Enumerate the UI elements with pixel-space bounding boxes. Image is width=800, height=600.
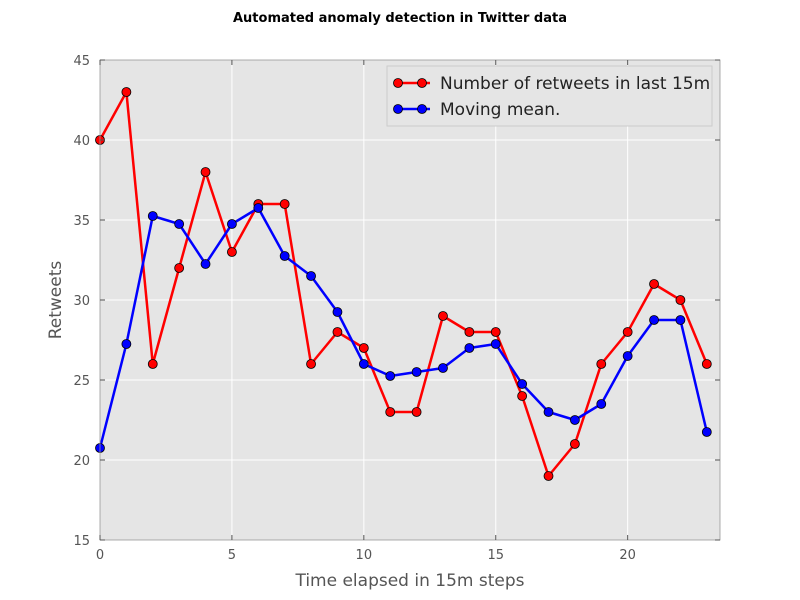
series-layer	[95, 87, 712, 481]
data-point-moving-mean	[332, 307, 343, 317]
y-tick-label: 15	[73, 534, 90, 549]
data-point-moving-mean	[596, 399, 607, 409]
x-tick-label: 0	[96, 548, 104, 563]
y-tick-label: 35	[73, 214, 90, 229]
data-point-retweets	[358, 343, 369, 353]
data-point-retweets	[517, 391, 528, 401]
data-point-moving-mean	[649, 315, 659, 325]
legend-box	[386, 65, 713, 127]
data-point-retweets	[490, 327, 501, 337]
data-point-moving-mean	[438, 363, 448, 373]
data-point-moving-mean	[358, 359, 369, 369]
data-point-retweets	[147, 359, 158, 369]
data-point-moving-mean	[385, 371, 396, 381]
data-point-moving-mean	[174, 219, 185, 229]
data-point-moving-mean	[675, 315, 686, 325]
legend: Number of retweets in last 15m Moving me…	[386, 65, 713, 127]
data-point-moving-mean	[253, 203, 264, 213]
data-point-moving-mean	[147, 211, 158, 221]
data-point-retweets	[174, 263, 185, 273]
y-tick-label: 40	[73, 134, 90, 149]
data-point-retweets	[227, 247, 237, 257]
data-point-retweets	[569, 439, 580, 449]
x-tick-label: 15	[487, 548, 504, 563]
data-point-moving-mean	[622, 351, 633, 361]
plot-area	[95, 59, 721, 541]
x-axis-title: Time elapsed in 15m steps	[294, 571, 524, 591]
y-tick-label: 30	[73, 294, 90, 309]
legend-marker-moving-mean	[393, 104, 403, 114]
data-point-moving-mean	[543, 407, 554, 417]
data-point-moving-mean	[701, 427, 712, 437]
x-tick-label: 10	[356, 548, 373, 563]
data-point-retweets	[279, 199, 290, 209]
legend-marker-retweets	[393, 78, 403, 88]
series-line-moving-mean	[98, 206, 709, 449]
data-point-retweets	[675, 295, 686, 305]
data-point-moving-mean	[490, 339, 501, 349]
y-axis-title: Retweets	[46, 261, 66, 340]
data-point-moving-mean	[227, 219, 237, 229]
data-point-retweets	[622, 327, 633, 337]
y-tick-label: 45	[73, 54, 90, 69]
x-tick-label: 20	[619, 548, 636, 563]
data-point-retweets	[596, 359, 607, 369]
data-point-retweets	[121, 87, 132, 97]
y-tick-label: 25	[73, 374, 90, 389]
gridlines	[100, 60, 720, 540]
data-point-moving-mean	[279, 251, 290, 261]
data-point-retweets	[332, 327, 343, 337]
chart-title: Automated anomaly detection in Twitter d…	[233, 11, 567, 26]
data-point-moving-mean	[200, 259, 211, 269]
data-point-moving-mean	[569, 415, 580, 425]
data-point-retweets	[200, 167, 211, 177]
legend-marker-moving-mean	[417, 104, 427, 114]
data-point-moving-mean	[121, 339, 132, 349]
data-point-retweets	[438, 311, 448, 321]
data-point-retweets	[543, 471, 554, 481]
data-point-retweets	[649, 279, 659, 289]
data-point-retweets	[411, 407, 422, 417]
data-point-retweets	[701, 359, 712, 369]
axis-ticks: 0 5 10 15 20 15 20 25 30 35 40 45	[73, 54, 720, 563]
legend-marker-retweets	[417, 78, 427, 88]
data-point-moving-mean	[306, 271, 316, 281]
data-point-moving-mean	[411, 367, 422, 377]
series-line-retweets	[98, 90, 708, 478]
legend-label-retweets: Number of retweets in last 15m	[440, 74, 710, 94]
x-tick-label: 5	[228, 548, 236, 563]
legend-label-moving-mean: Moving mean.	[440, 100, 560, 120]
data-point-moving-mean	[517, 379, 528, 389]
data-point-retweets	[464, 327, 475, 337]
data-point-retweets	[385, 407, 396, 417]
data-point-moving-mean	[464, 343, 475, 353]
data-point-retweets	[306, 359, 316, 369]
y-tick-label: 20	[73, 454, 90, 469]
